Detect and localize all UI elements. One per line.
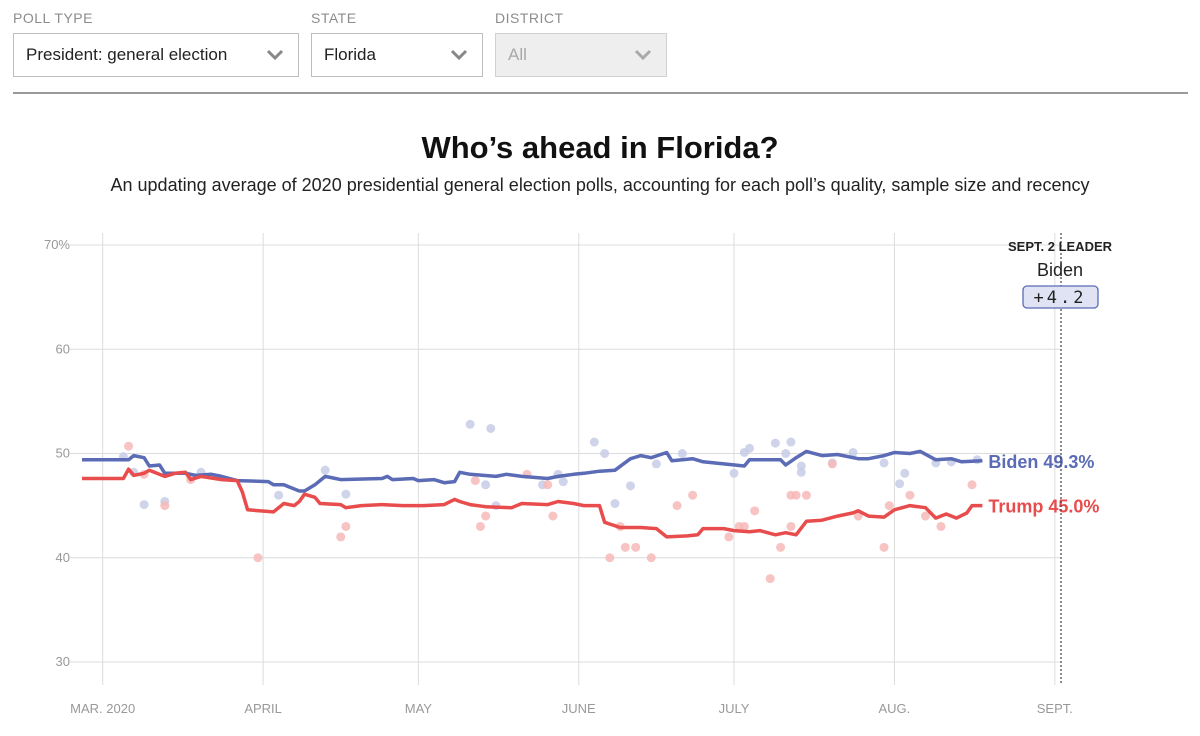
biden-poll-dot xyxy=(796,467,806,477)
trump-poll-dot xyxy=(646,553,656,563)
trump-poll-dot xyxy=(936,521,946,531)
state-select[interactable]: Florida xyxy=(311,33,483,77)
district-filter: DISTRICT All xyxy=(495,10,667,77)
biden-poll-dot xyxy=(745,443,755,453)
biden-end-label: Biden 49.3% xyxy=(988,452,1094,472)
biden-poll-dot xyxy=(320,465,330,475)
chevron-down-icon xyxy=(266,49,284,61)
trump-poll-dot xyxy=(884,501,894,511)
biden-poll-dot xyxy=(895,479,905,489)
biden-poll-dot xyxy=(600,449,610,458)
biden-poll-dot xyxy=(465,419,475,429)
biden-poll-dot xyxy=(274,490,284,500)
trump-poll-dot xyxy=(967,480,977,490)
trump-poll-dot xyxy=(605,553,615,563)
trump-poll-dot xyxy=(827,459,837,469)
poll-type-filter: POLL TYPE President: general election xyxy=(13,10,299,77)
x-tick-label: JULY xyxy=(719,701,750,716)
y-tick-label: 70% xyxy=(44,237,70,252)
trump-poll-dot xyxy=(879,542,889,552)
chart-subtitle: An updating average of 2020 presidential… xyxy=(110,175,1090,195)
biden-poll-dot xyxy=(796,461,806,471)
chart-title: Who’s ahead in Florida? xyxy=(421,130,779,165)
leader-name: Biden xyxy=(1037,260,1083,280)
trump-poll-dot xyxy=(631,542,641,552)
chevron-down-icon xyxy=(450,49,468,61)
biden-poll-dot xyxy=(486,423,496,433)
biden-poll-dot xyxy=(848,447,858,457)
poll-type-label: POLL TYPE xyxy=(13,10,93,26)
x-tick-label: JUNE xyxy=(562,701,596,716)
x-tick-label: APRIL xyxy=(244,701,282,716)
y-tick-label: 50 xyxy=(56,446,70,461)
y-tick-label: 30 xyxy=(56,654,70,669)
trump-poll-dot xyxy=(336,532,346,542)
leader-margin: +4.2 xyxy=(1034,288,1087,308)
trump-poll-dot xyxy=(905,490,915,500)
biden-poll-dot xyxy=(626,481,636,491)
y-tick-label: 40 xyxy=(56,550,70,565)
x-tick-label: SEPT. xyxy=(1037,701,1073,716)
trump-poll-dot xyxy=(620,542,630,552)
biden-poll-dot xyxy=(481,480,491,490)
poll-filters: POLL TYPE President: general election ST… xyxy=(13,10,1188,94)
biden-poll-dot xyxy=(610,499,620,509)
trump-poll-dot xyxy=(475,521,485,531)
district-label: DISTRICT xyxy=(495,10,564,26)
poll-average-chart: 30 40 50 60 70% MAR. 2020 APRIL MAY JUNE JULY AUG.… xyxy=(44,233,1113,716)
trump-poll-dot xyxy=(739,521,749,531)
chevron-down-icon xyxy=(634,49,652,61)
y-tick-label: 60 xyxy=(56,341,70,356)
trump-poll-dot xyxy=(750,506,760,516)
biden-poll-dot xyxy=(786,437,796,447)
trump-poll-dot xyxy=(160,501,170,511)
biden-poll-dot xyxy=(651,459,661,469)
biden-poll-dot xyxy=(900,468,910,478)
trump-poll-dot xyxy=(341,521,351,531)
trump-poll-dot xyxy=(765,574,775,584)
trump-poll-dot xyxy=(543,480,553,490)
trump-poll-dot xyxy=(801,490,811,500)
x-tick-label: MAY xyxy=(405,701,433,716)
district-value: All xyxy=(508,45,527,64)
trump-poll-dot xyxy=(786,521,796,531)
state-label: STATE xyxy=(311,10,357,26)
district-select[interactable]: All xyxy=(495,33,667,77)
leader-badge-box xyxy=(1022,285,1099,309)
trump-poll-dot xyxy=(672,501,682,511)
trump-poll-dot xyxy=(124,441,134,451)
trump-poll-dot xyxy=(470,476,480,486)
trump-poll-dot xyxy=(548,511,558,521)
poll-type-value: President: general election xyxy=(26,45,228,64)
trump-end-label: Trump 45.0% xyxy=(988,497,1099,517)
biden-poll-dot xyxy=(341,489,351,499)
biden-poll-dot xyxy=(879,458,889,468)
trump-poll-dot xyxy=(481,511,491,521)
biden-poll-dot xyxy=(677,449,687,458)
biden-poll-dot xyxy=(770,438,780,448)
biden-poll-dot xyxy=(781,449,791,458)
biden-poll-dot xyxy=(589,437,599,447)
trump-poll-dot xyxy=(791,490,801,500)
state-filter: STATE Florida xyxy=(311,10,483,77)
trump-poll-dot xyxy=(253,553,263,563)
biden-average-line xyxy=(82,449,983,493)
leader-margin-badge: +4.2 xyxy=(1022,285,1099,309)
trump-poll-dot xyxy=(776,542,786,552)
trump-poll-dot xyxy=(724,532,734,542)
leader-heading: SEPT. 2 LEADER xyxy=(1008,239,1113,254)
trump-poll-dot xyxy=(688,490,698,500)
state-value: Florida xyxy=(324,45,376,64)
biden-poll-dot xyxy=(558,477,568,487)
trump-poll-dot xyxy=(920,511,930,521)
biden-poll-dot xyxy=(139,500,149,510)
poll-type-select[interactable]: President: general election xyxy=(13,33,299,77)
biden-poll-dot xyxy=(729,468,739,478)
x-tick-label: MAR. 2020 xyxy=(70,701,135,716)
x-tick-label: AUG. xyxy=(879,701,911,716)
trump-average-line xyxy=(82,467,983,539)
